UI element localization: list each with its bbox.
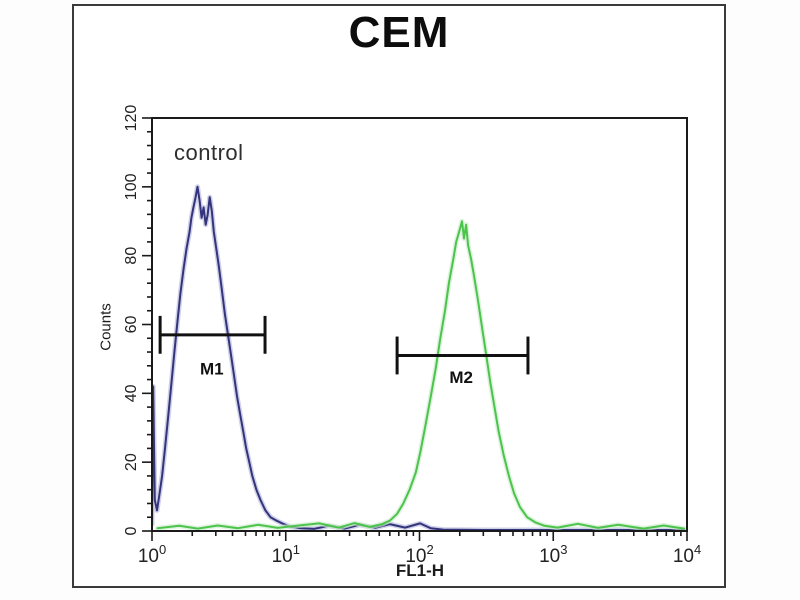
x-tick-label: 101 [272, 542, 300, 567]
x-tick-label: 102 [405, 542, 433, 567]
marker-label-m1: M1 [200, 359, 224, 378]
x-tick-label: 104 [673, 542, 701, 567]
green-histogram [155, 218, 687, 531]
x-axis-title: FL1-H [395, 561, 445, 580]
blue-histogram-curve [152, 185, 685, 531]
y-tick-label: 100 [123, 173, 140, 200]
plot-frame [151, 117, 688, 532]
y-tick-label: 0 [123, 526, 140, 535]
y-axis-tick-labels: 0 20 40 60 80 100 120 [123, 105, 140, 536]
y-tick-label: 40 [123, 384, 140, 402]
x-tick-label: 103 [539, 542, 567, 567]
x-axis-ticks [151, 531, 688, 541]
x-axis-tick-labels: 100 101 102 103 104 [138, 542, 701, 567]
green-histogram-curve [156, 220, 685, 530]
gate-marker-m1: M1 [158, 315, 267, 378]
y-axis-ticks [142, 117, 152, 532]
y-tick-label: 80 [123, 247, 140, 265]
gate-marker-m2: M2 [395, 336, 530, 387]
y-tick-label: 60 [123, 316, 140, 334]
marker-label-m2: M2 [449, 368, 473, 387]
y-tick-label: 120 [123, 105, 140, 132]
chart-title: CEM [348, 8, 450, 57]
control-annotation: control [174, 140, 244, 165]
green-histogram-glow [155, 218, 687, 531]
x-tick-label: 100 [138, 542, 166, 567]
blue-histogram [152, 184, 687, 531]
y-tick-label: 20 [123, 453, 140, 471]
